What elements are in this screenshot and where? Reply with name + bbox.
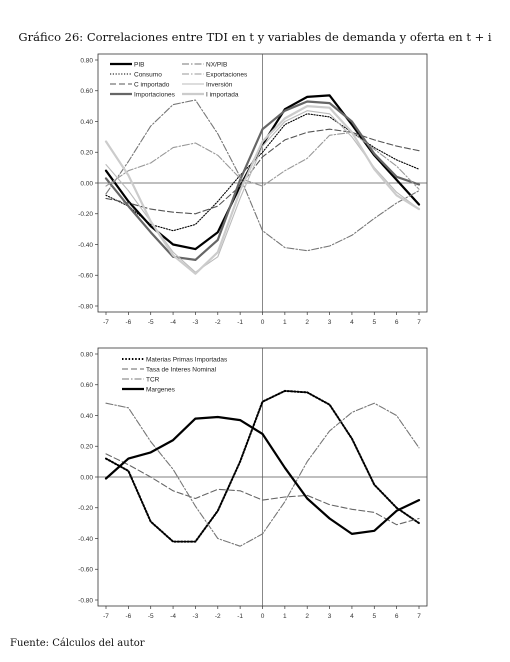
y-tick-label: 0.80 <box>80 57 93 64</box>
legend-label: PIB <box>134 61 144 68</box>
y-tick-label: 0.60 <box>80 382 93 389</box>
series-line-3 <box>105 402 420 547</box>
x-tick-label: 5 <box>372 319 376 326</box>
source-note: Fuente: Cálculos del autor <box>10 638 145 649</box>
x-tick-label: -3 <box>193 319 199 326</box>
y-tick-label: -0.40 <box>78 242 93 249</box>
series-line-2 <box>105 113 420 232</box>
y-tick-label: -0.40 <box>78 536 93 543</box>
x-tick-label: -6 <box>125 613 131 620</box>
y-tick-label: -0.60 <box>78 273 93 280</box>
series-line-6 <box>105 131 420 190</box>
series-line-4 <box>104 100 421 261</box>
series-line-1 <box>105 389 420 543</box>
y-tick-label: 0.40 <box>80 413 93 420</box>
legend-label: Margenes <box>146 386 176 393</box>
x-tick-label: 0 <box>261 613 265 620</box>
x-tick-label: -4 <box>170 613 176 620</box>
x-tick-label: 6 <box>395 613 399 620</box>
y-tick-label: -0.80 <box>78 303 93 310</box>
y-tick-label: -0.80 <box>78 597 93 604</box>
series-line-8 <box>104 104 421 275</box>
x-tick-label: 2 <box>305 319 309 326</box>
legend-label: Exportaciones <box>206 71 248 78</box>
x-tick-label: 1 <box>283 319 287 326</box>
series-line-2 <box>105 453 420 526</box>
legend-label: TCR <box>146 376 160 383</box>
x-tick-label: 3 <box>328 319 332 326</box>
y-tick-label: 0.20 <box>80 444 93 451</box>
x-tick-label: -3 <box>193 613 199 620</box>
y-tick-label: 0.60 <box>80 88 93 95</box>
x-tick-label: -2 <box>215 319 221 326</box>
series-line-3 <box>105 128 420 215</box>
x-tick-label: -5 <box>148 613 154 620</box>
x-tick-label: -6 <box>125 319 131 326</box>
legend-label: I importada <box>206 91 239 98</box>
x-tick-label: -4 <box>170 319 176 326</box>
legend-label: Importaciones <box>134 91 176 98</box>
legend-label: Tasa de Interes Nominal <box>146 366 217 373</box>
x-tick-label: -2 <box>215 613 221 620</box>
legend-label: Inversión <box>206 81 233 88</box>
panel-demand: 0.80 0.60 0.40 0.20 0.00 -0.20 -0.40 -0.60 -0.80… <box>78 53 428 326</box>
x-tick-label: -5 <box>148 319 154 326</box>
x-tick-label: 5 <box>372 613 376 620</box>
x-tick-label: 3 <box>328 613 332 620</box>
legend-label: C importado <box>134 81 170 88</box>
x-tick-label: 4 <box>350 319 354 326</box>
series-line-5 <box>105 99 420 252</box>
legend-label: Materias Primas Importadas <box>146 356 228 363</box>
x-tick-label: 7 <box>417 613 421 620</box>
panel-supply: 0.80 0.60 0.40 0.20 0.00 -0.20 -0.40 -0.60 -0.80… <box>78 347 428 620</box>
x-tick-label: -1 <box>237 319 243 326</box>
y-tick-label: -0.20 <box>78 211 93 218</box>
y-tick-label: 0.00 <box>80 474 93 481</box>
y-tick-label: 0.40 <box>80 119 93 126</box>
x-tick-label: -7 <box>103 613 109 620</box>
x-tick-label: 1 <box>283 613 287 620</box>
x-tick-label: 4 <box>350 613 354 620</box>
y-tick-label: 0.00 <box>80 180 93 187</box>
chart-title: Gráfico 26: Correlaciones entre TDI en t… <box>18 30 492 44</box>
legend-label: NX/PIB <box>206 61 227 68</box>
x-tick-label: 0 <box>261 319 265 326</box>
y-tick-label: -0.60 <box>78 567 93 574</box>
y-tick-label: 0.20 <box>80 150 93 157</box>
y-tick-label: -0.20 <box>78 505 93 512</box>
x-tick-label: -1 <box>237 613 243 620</box>
legend-label: Consumo <box>134 71 162 78</box>
x-tick-label: 7 <box>417 319 421 326</box>
x-tick-label: -7 <box>103 319 109 326</box>
x-tick-label: 2 <box>305 613 309 620</box>
x-tick-label: 6 <box>395 319 399 326</box>
y-tick-label: 0.80 <box>80 351 93 358</box>
series-line-4 <box>104 415 421 536</box>
